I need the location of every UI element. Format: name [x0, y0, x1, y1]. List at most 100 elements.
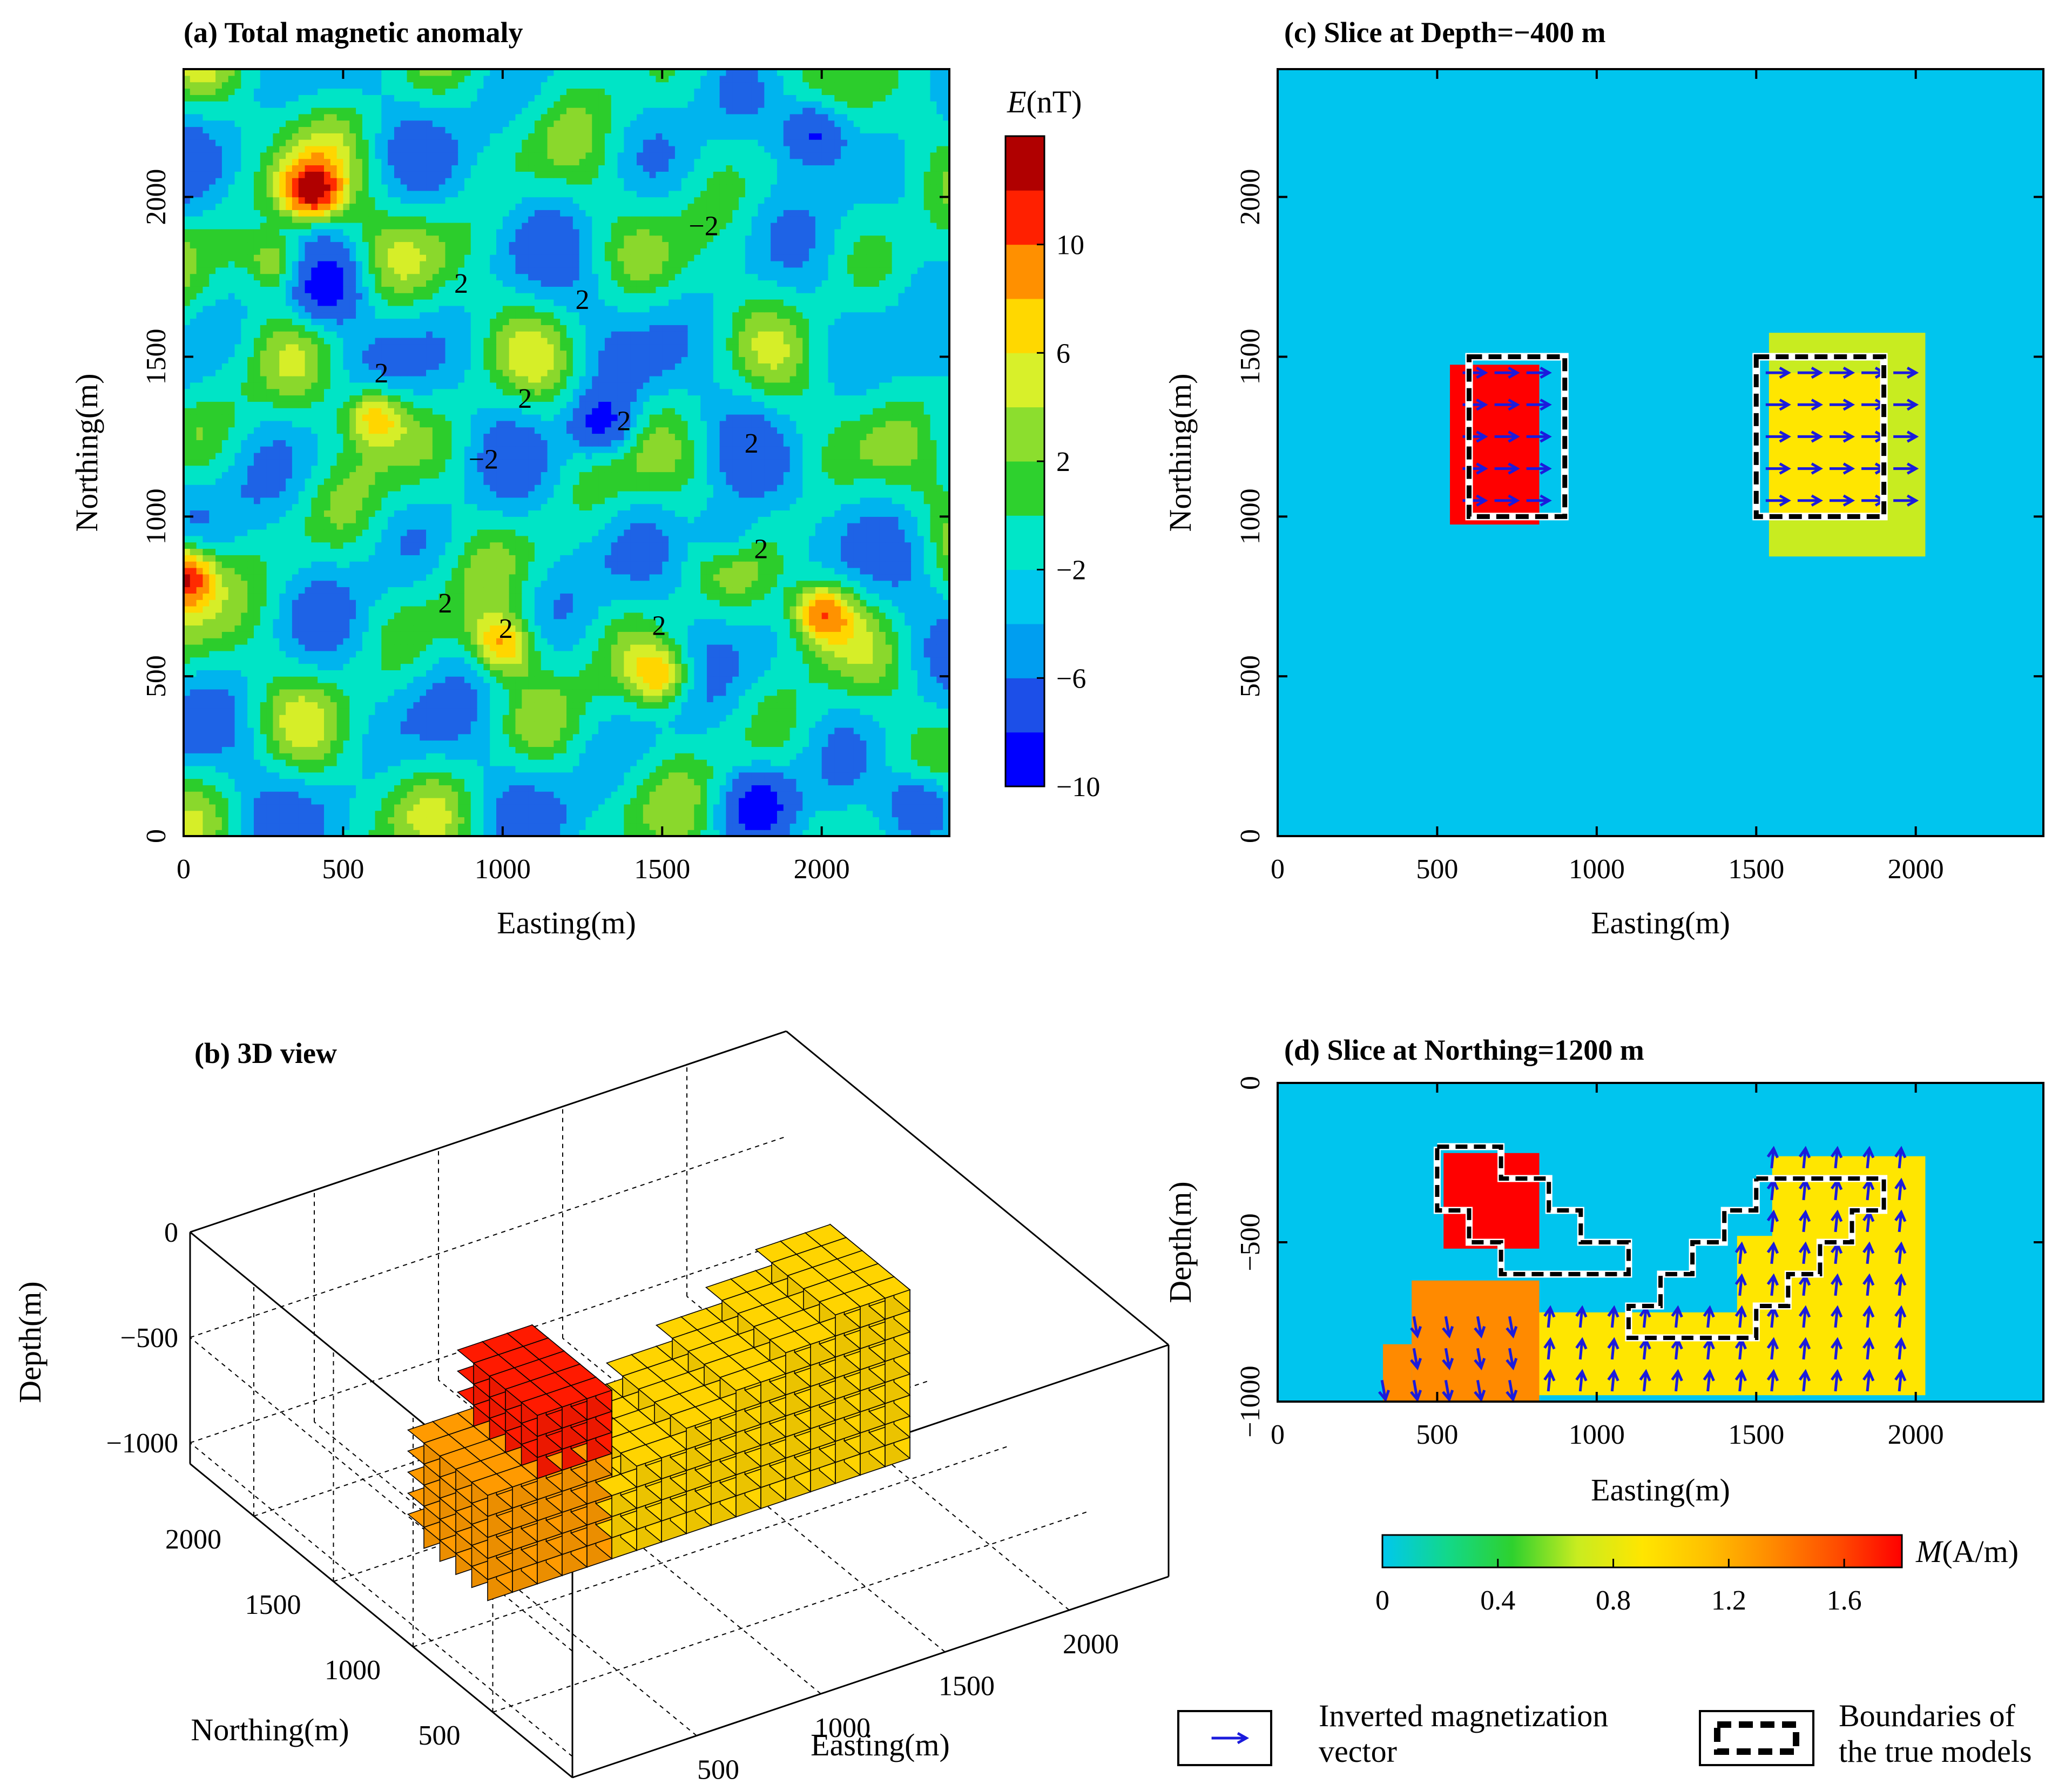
contour-cell [624, 746, 631, 753]
contour-cell [381, 580, 388, 588]
contour-cell [911, 798, 918, 805]
contour-cell [572, 823, 580, 830]
contour-cell [298, 625, 306, 632]
contour-cell [279, 721, 286, 728]
contour-cell [413, 753, 420, 760]
contour-cell [834, 798, 841, 805]
contour-cell [241, 746, 248, 753]
contour-cell [298, 817, 306, 824]
contour-cell [611, 689, 618, 696]
contour-cell [674, 727, 682, 735]
contour-cell [936, 785, 943, 792]
contour-cell [509, 830, 516, 836]
contour-cell [758, 759, 765, 766]
contour-cell [305, 715, 312, 722]
contour-cell [343, 778, 350, 785]
contour-cell [260, 612, 267, 620]
contour-cell [713, 587, 720, 594]
contour-cell [796, 702, 803, 709]
contour-cell [490, 810, 497, 818]
contour-cell [930, 638, 937, 645]
contour-cell [936, 695, 943, 703]
contour-cell [253, 778, 261, 785]
contour-cell [432, 804, 440, 811]
contour-cell [796, 683, 803, 690]
contour-cell [247, 798, 254, 805]
contour-cell [828, 618, 835, 626]
contour-cell [470, 753, 478, 760]
contour-cell [789, 618, 797, 626]
contour-cell [687, 817, 694, 824]
contour-cell [279, 778, 286, 785]
contour-cell [490, 817, 497, 824]
contour-cell [873, 733, 880, 741]
contour-cell [298, 574, 306, 581]
contour-cell [656, 650, 663, 658]
contour-cell [860, 778, 867, 785]
contour-cell [585, 715, 592, 722]
contour-cell [674, 618, 682, 626]
contour-cell [809, 810, 816, 818]
contour-cell [343, 631, 350, 638]
contour-cell [636, 708, 644, 715]
contour-cell [490, 740, 497, 747]
contour-cell [279, 715, 286, 722]
contour-cell [598, 631, 605, 638]
contour-cell [541, 721, 548, 728]
contour-cell [438, 580, 446, 588]
contour-cell [221, 587, 229, 594]
contour-cell [273, 804, 280, 811]
contour-cell [630, 638, 637, 645]
contour-cell [477, 638, 484, 645]
contour-cell [343, 798, 350, 805]
contour-cell [445, 791, 452, 798]
contour-cell [617, 746, 624, 753]
contour-cell [802, 638, 809, 645]
contour-cell [407, 593, 414, 600]
contour-cell [751, 804, 759, 811]
contour-cell [279, 817, 286, 824]
contour-cell [669, 791, 676, 798]
contour-cell [662, 631, 669, 638]
contour-cell [477, 798, 484, 805]
contour-cell [585, 702, 592, 709]
contour-cell [496, 670, 503, 677]
contour-cell [879, 650, 886, 658]
contour-cell [241, 727, 248, 735]
contour-cell [502, 778, 510, 785]
contour-cell [758, 676, 765, 683]
contour-cell [943, 618, 949, 626]
contour-cell [311, 593, 318, 600]
contour-cell [694, 644, 701, 651]
contour-cell [362, 791, 369, 798]
contour-cell [298, 791, 306, 798]
contour-cell [375, 791, 382, 798]
contour-cell [298, 830, 306, 836]
contour-cell [726, 670, 733, 677]
contour-cell [375, 580, 382, 588]
contour-cell [509, 798, 516, 805]
contour-cell [477, 612, 484, 620]
contour-cell [879, 810, 886, 818]
contour-cell [674, 759, 682, 766]
contour-cell [253, 631, 261, 638]
contour-cell [388, 638, 395, 645]
contour-cell [400, 600, 408, 607]
contour-cell [726, 689, 733, 696]
contour-cell [681, 733, 689, 741]
contour-cell [502, 753, 510, 760]
contour-cell [554, 600, 561, 607]
contour-cell [898, 574, 905, 581]
contour-cell [381, 676, 388, 683]
contour-cell [898, 657, 905, 664]
contour-cell [420, 606, 427, 613]
contour-cell [777, 830, 784, 836]
contour-cell [764, 721, 771, 728]
contour-cell [783, 683, 791, 690]
contour-cell [253, 810, 261, 818]
contour-cell [662, 625, 669, 632]
contour-cell [534, 721, 542, 728]
contour-cell [917, 708, 924, 715]
contour-cell [464, 580, 471, 588]
contour-cell [356, 830, 363, 836]
